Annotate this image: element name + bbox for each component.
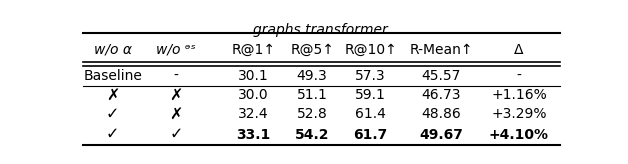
Text: w/o ᵊˢ: w/o ᵊˢ — [156, 43, 196, 57]
Text: 54.2: 54.2 — [295, 128, 329, 142]
Text: R@5↑: R@5↑ — [290, 43, 334, 57]
Text: 59.1: 59.1 — [355, 88, 386, 102]
Text: ✓: ✓ — [169, 127, 183, 142]
Text: 46.73: 46.73 — [421, 88, 461, 102]
Text: 30.0: 30.0 — [239, 88, 269, 102]
Text: 61.7: 61.7 — [354, 128, 387, 142]
Text: 48.86: 48.86 — [421, 107, 461, 121]
Text: ✗: ✗ — [106, 88, 119, 103]
Text: -: - — [173, 69, 178, 83]
Text: Baseline: Baseline — [83, 69, 142, 83]
Text: ✗: ✗ — [169, 107, 183, 122]
Text: 61.4: 61.4 — [355, 107, 386, 121]
Text: 32.4: 32.4 — [239, 107, 269, 121]
Text: R@10↑: R@10↑ — [344, 43, 397, 57]
Text: w/o α: w/o α — [94, 43, 132, 57]
Text: +1.16%: +1.16% — [491, 88, 547, 102]
Text: +4.10%: +4.10% — [489, 128, 549, 142]
Text: R@1↑: R@1↑ — [232, 43, 276, 57]
Text: R-Mean↑: R-Mean↑ — [409, 43, 473, 57]
Text: 57.3: 57.3 — [355, 69, 386, 83]
Text: -: - — [516, 69, 521, 83]
Text: ✗: ✗ — [169, 88, 183, 103]
Text: 49.3: 49.3 — [297, 69, 327, 83]
Text: 51.1: 51.1 — [296, 88, 328, 102]
Text: graphs transformer.: graphs transformer. — [253, 23, 391, 37]
Text: 30.1: 30.1 — [239, 69, 269, 83]
Text: ✓: ✓ — [106, 127, 119, 142]
Text: 52.8: 52.8 — [297, 107, 327, 121]
Text: 45.57: 45.57 — [421, 69, 461, 83]
Text: ✓: ✓ — [106, 107, 119, 122]
Text: 49.67: 49.67 — [419, 128, 463, 142]
Text: +3.29%: +3.29% — [491, 107, 547, 121]
Text: Δ: Δ — [514, 43, 524, 57]
Text: 33.1: 33.1 — [237, 128, 271, 142]
